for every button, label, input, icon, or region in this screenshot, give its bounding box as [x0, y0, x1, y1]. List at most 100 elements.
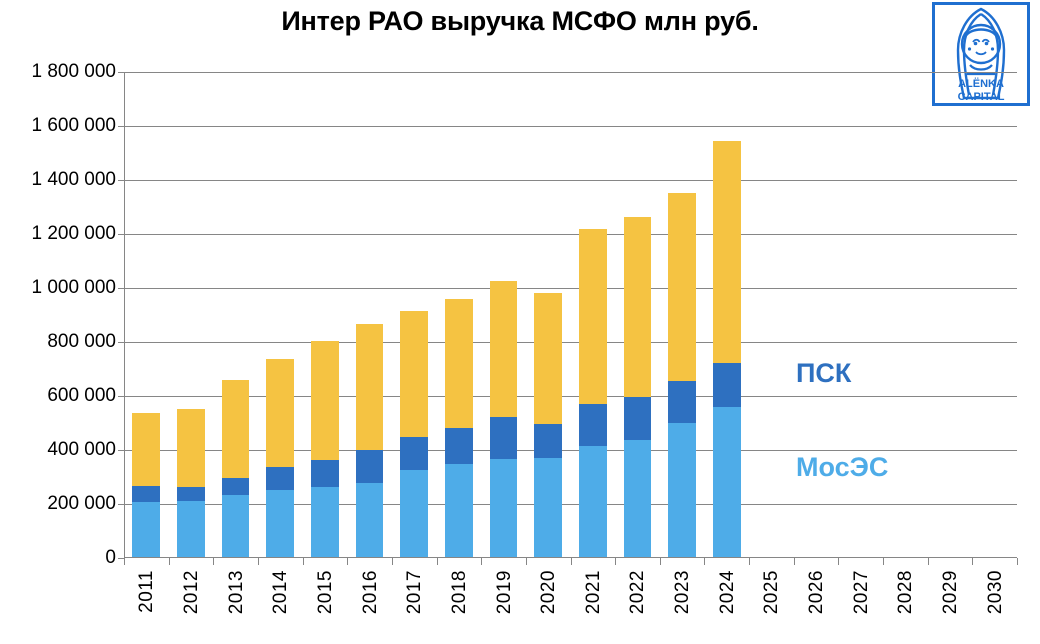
- bar-segment-мосэс[interactable]: [668, 423, 696, 558]
- bar-stack[interactable]: [266, 72, 295, 558]
- x-axis-tick-label: 2019: [493, 570, 515, 615]
- x-axis-tick-label: 2030: [984, 570, 1006, 615]
- bar-segment-мосэс[interactable]: [578, 445, 607, 558]
- x-axis-tick-mark: [793, 558, 795, 565]
- x-axis-tick-mark: [168, 558, 170, 565]
- bar-segment-мосэс[interactable]: [266, 489, 295, 558]
- bar-segment-пск[interactable]: [355, 449, 384, 484]
- bar-segment-пск[interactable]: [445, 427, 473, 465]
- bar-stack[interactable]: [132, 72, 161, 558]
- bar-segment-пск[interactable]: [221, 478, 250, 496]
- bar-segment-мосэс[interactable]: [221, 495, 250, 558]
- x-axis-tick-mark: [525, 558, 527, 565]
- bar-series-group: [124, 72, 1017, 558]
- bar-segment-мосэс[interactable]: [177, 500, 205, 558]
- alenka-capital-logo: ALËNKA CAPITAL: [932, 2, 1030, 106]
- bar-segment-мосэс[interactable]: [445, 464, 473, 558]
- bar-stack[interactable]: [221, 72, 250, 558]
- bar-stack[interactable]: [534, 72, 562, 558]
- bar-segment-прочее[interactable]: [623, 217, 652, 397]
- x-axis-tick-mark: [570, 558, 572, 565]
- x-axis-tick-mark: [391, 558, 393, 565]
- bar-segment-пск[interactable]: [311, 460, 339, 487]
- bar-stack[interactable]: [712, 72, 741, 558]
- bar-segment-прочее[interactable]: [668, 192, 696, 382]
- bar-segment-пск[interactable]: [578, 404, 607, 446]
- series-annotation-mosec: МосЭС: [796, 452, 889, 482]
- bar-segment-мосэс[interactable]: [534, 457, 562, 558]
- bar-segment-пск[interactable]: [534, 423, 562, 458]
- y-axis-tick-label: 200 000: [47, 493, 116, 514]
- y-axis-tick-mark: [118, 126, 124, 127]
- gridline: [124, 126, 1017, 127]
- bar-stack[interactable]: [311, 72, 339, 558]
- x-axis-line: [124, 557, 1017, 558]
- bar-segment-пск[interactable]: [177, 486, 205, 501]
- logo-text-line2: CAPITAL: [958, 91, 1005, 103]
- x-axis-tick-label: 2015: [314, 570, 336, 615]
- gridline: [124, 342, 1017, 343]
- bar-segment-пск[interactable]: [623, 396, 652, 441]
- bar-stack[interactable]: [489, 72, 518, 558]
- bar-segment-прочее[interactable]: [355, 324, 384, 450]
- x-axis-tick-mark: [213, 558, 215, 565]
- bar-segment-прочее[interactable]: [578, 228, 607, 405]
- x-axis-tick-mark: [615, 558, 617, 565]
- y-axis-tick-label: 600 000: [47, 385, 116, 406]
- gridline: [124, 504, 1017, 505]
- bar-segment-прочее[interactable]: [400, 311, 429, 438]
- bar-stack[interactable]: [177, 72, 205, 558]
- x-axis-tick-mark: [436, 558, 438, 565]
- bar-stack[interactable]: [668, 72, 696, 558]
- y-axis-tick-label: 1 200 000: [31, 223, 116, 244]
- bar-segment-пск[interactable]: [668, 381, 696, 423]
- gridline: [124, 180, 1017, 181]
- bar-segment-пск[interactable]: [489, 417, 518, 459]
- gridline: [124, 72, 1017, 73]
- x-axis-tick-mark: [704, 558, 706, 565]
- bar-segment-пск[interactable]: [712, 363, 741, 408]
- x-axis-tick-mark: [347, 558, 349, 565]
- bar-segment-мосэс[interactable]: [311, 487, 339, 558]
- x-axis-tick-label: 2021: [582, 570, 604, 615]
- bar-segment-мосэс[interactable]: [489, 458, 518, 558]
- bar-segment-прочее[interactable]: [445, 298, 473, 428]
- bar-segment-прочее[interactable]: [177, 409, 205, 487]
- bar-segment-прочее[interactable]: [221, 380, 250, 479]
- bar-segment-пск[interactable]: [400, 437, 429, 471]
- bar-segment-пск[interactable]: [266, 467, 295, 490]
- bar-segment-прочее[interactable]: [712, 141, 741, 364]
- bar-segment-мосэс[interactable]: [400, 470, 429, 558]
- bar-stack[interactable]: [355, 72, 384, 558]
- bar-segment-мосэс[interactable]: [623, 440, 652, 558]
- bar-segment-мосэс[interactable]: [712, 407, 741, 558]
- x-axis-tick-mark: [257, 558, 259, 565]
- bar-segment-пск[interactable]: [132, 486, 161, 503]
- x-axis-tick-mark: [659, 558, 661, 565]
- y-axis-tick-mark: [118, 396, 124, 397]
- bar-segment-прочее[interactable]: [266, 359, 295, 468]
- bar-stack[interactable]: [400, 72, 429, 558]
- x-axis-tick-label: 2012: [180, 570, 202, 615]
- x-axis-tick-label: 2011: [136, 570, 158, 613]
- bar-segment-мосэс[interactable]: [132, 502, 161, 558]
- bar-segment-прочее[interactable]: [534, 293, 562, 424]
- y-axis-tick-label: 1 000 000: [31, 277, 116, 298]
- bar-stack[interactable]: [578, 72, 607, 558]
- y-axis-tick-label: 1 400 000: [31, 169, 116, 190]
- x-axis: 2011 2012 2013 2014 2015 2016 2017 2018 2019 2020…: [124, 558, 1018, 644]
- bar-segment-прочее[interactable]: [132, 413, 161, 487]
- x-axis-tick-mark: [927, 558, 929, 565]
- x-axis-tick-mark: [302, 558, 304, 565]
- logo-text-line1: ALËNKA: [958, 77, 1004, 90]
- bar-stack[interactable]: [445, 72, 473, 558]
- x-axis-tick-label: 2028: [895, 570, 917, 615]
- y-axis-tick-label: 400 000: [47, 439, 116, 460]
- bar-segment-мосэс[interactable]: [355, 483, 384, 558]
- bar-stack[interactable]: [623, 72, 652, 558]
- y-axis-tick-mark: [118, 450, 124, 451]
- plot-area: [124, 72, 1017, 558]
- bar-segment-прочее[interactable]: [311, 341, 339, 461]
- y-axis-line: [124, 72, 125, 558]
- bar-segment-прочее[interactable]: [489, 280, 518, 418]
